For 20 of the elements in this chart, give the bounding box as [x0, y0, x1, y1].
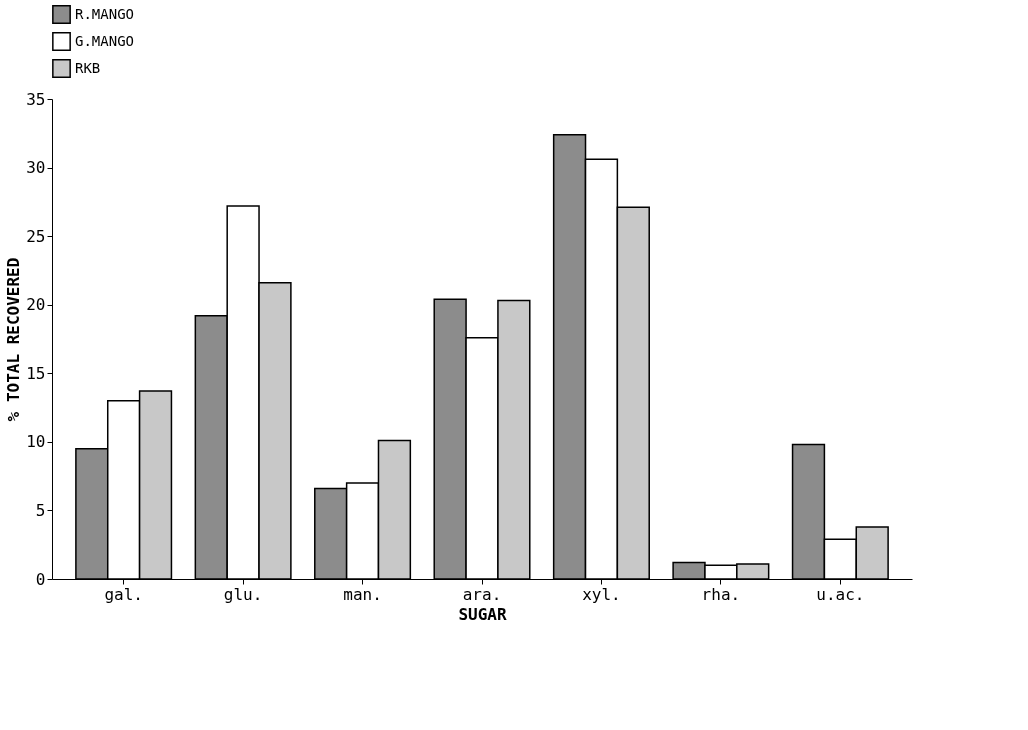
y-tick-label: 0 — [35, 569, 46, 589]
x-tick-label: glu. — [223, 584, 263, 604]
y-tick-label: 20 — [26, 295, 46, 315]
legend-label: RKB — [75, 59, 101, 76]
x-tick-label: u.ac. — [816, 584, 865, 604]
x-tick-label: ara. — [462, 584, 502, 604]
legend-label: R.MANGO — [75, 5, 135, 22]
y-tick-label: 15 — [26, 363, 46, 383]
y-tick-label: 5 — [35, 500, 46, 520]
legend-label: G.MANGO — [75, 32, 135, 49]
y-tick-label: 30 — [26, 158, 46, 178]
y-tick-label: 25 — [26, 226, 46, 246]
x-tick-label: rha. — [701, 584, 741, 604]
x-axis-title: SUGAR — [458, 604, 507, 624]
x-tick-label: xyl. — [582, 584, 621, 604]
y-tick-label: 10 — [26, 432, 46, 452]
y-axis-title: % TOTAL RECOVERED — [4, 257, 24, 422]
y-tick-label: 35 — [26, 89, 46, 109]
x-tick-label: man. — [343, 584, 382, 604]
x-tick-label: gal. — [104, 584, 143, 604]
